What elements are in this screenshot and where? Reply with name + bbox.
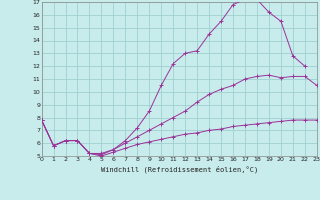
X-axis label: Windchill (Refroidissement éolien,°C): Windchill (Refroidissement éolien,°C) bbox=[100, 165, 258, 173]
